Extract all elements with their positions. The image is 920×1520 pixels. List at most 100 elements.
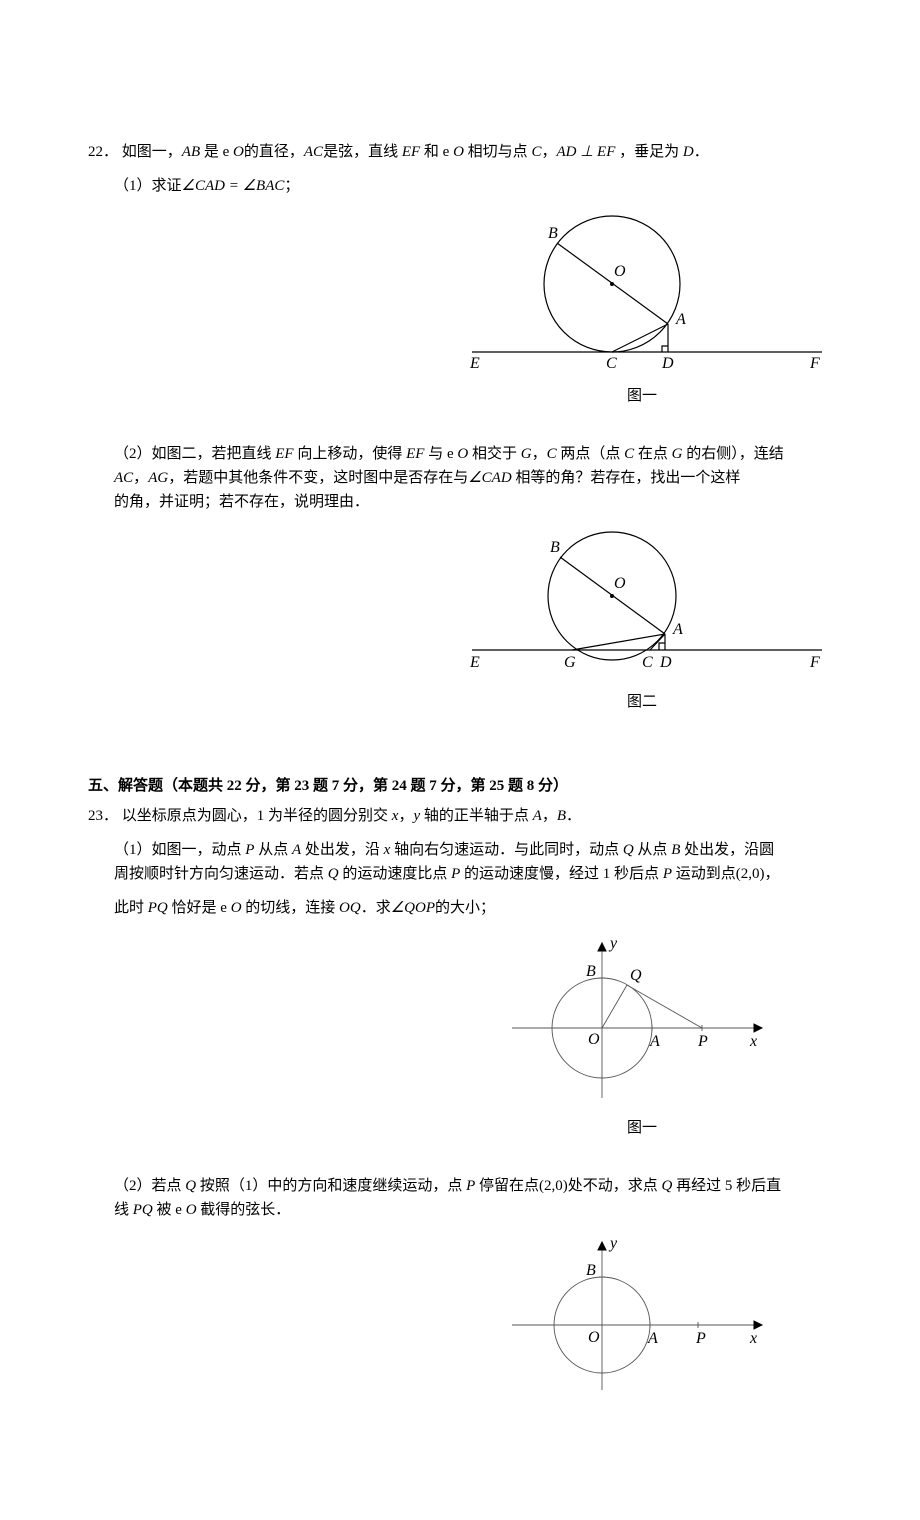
lbl-A: A — [649, 1033, 660, 1050]
q22-number: 22． — [88, 144, 118, 160]
t: 的直径， — [244, 144, 304, 160]
ef: EF — [406, 446, 424, 462]
t: 如图一， — [122, 144, 182, 160]
t: 周按顺时针方向匀速运动．若点 — [114, 866, 328, 882]
O: O — [231, 900, 242, 916]
lbl-E: E — [469, 355, 480, 372]
t: 以坐标原点为圆心，1 为半径的圆分别交 — [122, 808, 392, 824]
c: C — [547, 446, 557, 462]
q23-part2: （2）若点 Q 按照（1）中的方向和速度继续运动，点 P 停留在点(2,0)处不… — [114, 1174, 832, 1222]
p1-line1: （1）如图一，动点 P 从点 A 处出发，沿 x 轴向右匀速运动．与此同时，动点… — [114, 838, 832, 862]
P: P — [663, 866, 672, 882]
ef: EF — [402, 144, 420, 160]
t: 的右侧），连结 — [682, 446, 783, 462]
ac: AC — [304, 144, 323, 160]
OQ: OQ — [339, 900, 361, 916]
o: O — [453, 144, 464, 160]
q22-part2: （2）如图二，若把直线 EF 向上移动，使得 EF 与 e O 相交于 G，C … — [114, 442, 832, 514]
q23-fig2: B O A P x y — [502, 1230, 782, 1400]
lbl-O: O — [614, 263, 626, 280]
q22-fig1: B O A E C D F 图一 — [452, 206, 832, 408]
p2-line2: AC，AG，若题中其他条件不变，这时图中是否存在与∠CAD 相等的角？若存在，找… — [114, 466, 832, 490]
t: ， — [398, 808, 413, 824]
g: G — [521, 446, 532, 462]
o: O — [233, 144, 244, 160]
lbl-F: F — [809, 355, 820, 372]
axes-circle-1-icon: B Q O A P x y — [502, 928, 782, 1108]
lbl-Q: Q — [630, 967, 642, 984]
lbl-B: B — [550, 539, 560, 556]
circle-diagram-2-icon: B O A E G C D F — [452, 522, 832, 682]
t: 与 e — [424, 446, 457, 462]
t: 再经过 5 秒后直 — [672, 1178, 781, 1194]
t: ． — [566, 808, 581, 824]
Q: Q — [662, 1178, 673, 1194]
lbl-O: O — [588, 1329, 600, 1346]
o: O — [457, 446, 468, 462]
lbl-E: E — [469, 654, 480, 671]
Q: Q — [328, 866, 339, 882]
c: C — [531, 144, 541, 160]
A: A — [292, 842, 301, 858]
PQ: PQ — [133, 1202, 153, 1218]
t: 相等的角？若存在，找出一个这样 — [512, 470, 741, 486]
circle-diagram-1-icon: B O A E C D F — [452, 206, 832, 376]
q23-fig1-wrap: B Q O A P x y 图一 — [88, 920, 832, 1164]
t: （2）如图二，若把直线 — [114, 446, 275, 462]
q22-stem: 如图一，AB 是 e O的直径，AC是弦，直线 EF 和 e O 相切与点 C，… — [122, 144, 709, 160]
t: ．求 — [361, 900, 391, 916]
ef: EF — [275, 446, 293, 462]
cad: ∠CAD — [468, 470, 511, 486]
t: 被 e — [153, 1202, 186, 1218]
q23-fig1: B Q O A P x y 图一 — [502, 928, 782, 1140]
t: 处出发，沿圆 — [680, 842, 774, 858]
t: 轴向右匀速运动．与此同时，动点 — [390, 842, 623, 858]
t: 相交于 — [468, 446, 521, 462]
lbl-C: C — [642, 654, 653, 671]
t: ，若题中其他条件不变，这时图中是否存在与 — [168, 470, 468, 486]
q23-fig1-caption: 图一 — [502, 1116, 782, 1140]
t: 此时 — [114, 900, 148, 916]
p1-expr: ∠CAD = ∠BAC — [182, 178, 285, 194]
p2-line1: （2）若点 Q 按照（1）中的方向和速度继续运动，点 P 停留在点(2,0)处不… — [114, 1174, 832, 1198]
problem-22: 22． 如图一，AB 是 e O的直径，AC是弦，直线 EF 和 e O 相切与… — [88, 140, 832, 738]
d: D — [683, 144, 694, 160]
B: B — [671, 842, 680, 858]
t: 向上移动，使得 — [294, 446, 407, 462]
p1-line2: 周按顺时针方向匀速运动．若点 Q 的运动速度比点 P 的运动速度慢，经过 1 秒… — [114, 862, 832, 886]
t: 是 e — [200, 144, 233, 160]
p1-label: （1）求证 — [114, 178, 182, 194]
q23-number: 23． — [88, 808, 118, 824]
p2-line2: 线 PQ 被 e O 截得的弦长． — [114, 1198, 832, 1222]
lbl-A: A — [672, 621, 683, 638]
t: 两点（点 — [557, 446, 625, 462]
p1-line3: 此时 PQ 恰好是 e O 的切线，连接 OQ．求∠QOP的大小； — [114, 896, 832, 920]
lbl-B: B — [548, 225, 558, 242]
t: ． — [694, 144, 709, 160]
P: P — [451, 866, 460, 882]
ab: AB — [182, 144, 200, 160]
t: 的切线，连接 — [242, 900, 340, 916]
q23-part1: （1）如图一，动点 P 从点 A 处出发，沿 x 轴向右匀速运动．与此同时，动点… — [114, 838, 832, 920]
t: 停留在点(2,0)处不动，求点 — [475, 1178, 661, 1194]
lbl-A: A — [647, 1330, 658, 1347]
adef: AD ⊥ EF — [556, 144, 615, 160]
lbl-F: F — [809, 654, 820, 671]
t: ， — [133, 470, 148, 486]
p2-line1: （2）如图二，若把直线 EF 向上移动，使得 EF 与 e O 相交于 G，C … — [114, 442, 832, 466]
t: 处出发，沿 — [301, 842, 384, 858]
t: 相切与点 — [464, 144, 532, 160]
c: C — [624, 446, 634, 462]
t: 是弦，直线 — [323, 144, 402, 160]
a: A — [533, 808, 542, 824]
t: 恰好是 e — [168, 900, 231, 916]
P: P — [466, 1178, 475, 1194]
t: ，垂足为 — [615, 144, 683, 160]
t: 按照（1）中的方向和速度继续运动，点 — [196, 1178, 466, 1194]
t: 和 e — [420, 144, 453, 160]
ac: AC — [114, 470, 133, 486]
t: 从点 — [254, 842, 292, 858]
lbl-y: y — [608, 1235, 618, 1252]
axes-circle-2-icon: B O A P x y — [502, 1230, 782, 1400]
lbl-C: C — [606, 355, 617, 372]
